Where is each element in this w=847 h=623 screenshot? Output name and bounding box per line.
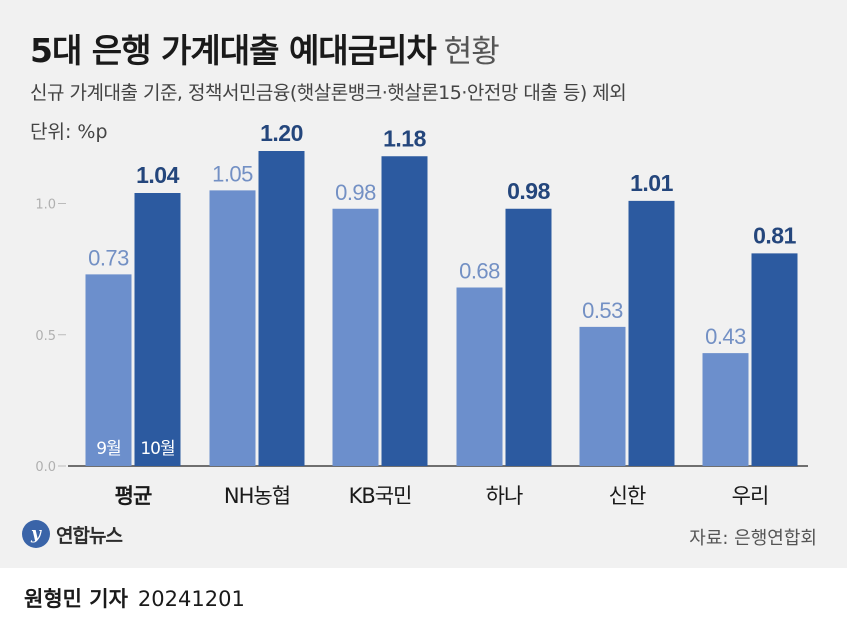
value-label-sep: 1.05 <box>212 161 253 186</box>
value-label-oct: 0.98 <box>507 178 550 204</box>
byline-date: 20241201 <box>137 587 245 611</box>
title-suffix: 현황 <box>443 34 500 70</box>
unit-label: 단위: %p <box>30 121 108 143</box>
value-label-oct: 1.01 <box>630 170 673 196</box>
bar-oct <box>134 193 181 466</box>
source-note: 자료: 은행연합회 <box>689 528 817 549</box>
category-label: 평균 <box>115 484 152 508</box>
bar-sep <box>332 208 379 466</box>
value-label-sep: 0.73 <box>88 245 129 270</box>
bar-sep <box>702 353 749 466</box>
series-label-oct: 10월 <box>140 439 174 459</box>
logo-text: 연합뉴스 <box>56 524 123 547</box>
category-label: 신한 <box>609 484 646 508</box>
byline-name: 원형민 기자 <box>24 587 128 611</box>
bar-oct <box>258 151 305 466</box>
bar-oct <box>381 156 428 466</box>
value-label-sep: 0.98 <box>335 180 376 205</box>
value-label-sep: 0.68 <box>459 259 500 284</box>
title-text: 5대 은행 가계대출 예대금리차 <box>30 31 437 70</box>
category-label: NH농협 <box>224 484 290 508</box>
value-label-sep: 0.43 <box>705 324 746 349</box>
series-label-sep: 9월 <box>96 439 120 459</box>
value-label-oct: 0.81 <box>753 222 796 248</box>
bar-sep <box>579 326 626 466</box>
infographic-card: 5대 은행 가계대출 예대금리차 현황 신규 가계대출 기준, 정책서민금융(햇살… <box>0 0 847 568</box>
value-label-oct: 1.18 <box>383 125 426 151</box>
bar-sep <box>209 190 256 466</box>
bar-sep <box>85 274 132 466</box>
bar-oct <box>505 208 552 466</box>
chart-title: 5대 은행 가계대출 예대금리차 현황 <box>30 24 500 72</box>
bar-oct <box>751 253 798 466</box>
category-label: 하나 <box>486 484 523 508</box>
y-tick-label: 1.0 <box>35 198 56 213</box>
bar-sep <box>456 287 503 466</box>
yonhap-logo: y 연합뉴스 <box>22 520 123 548</box>
value-label-sep: 0.53 <box>582 298 623 323</box>
y-tick-label: 0.0 <box>35 460 56 475</box>
byline: 원형민 기자 20241201 <box>24 583 245 613</box>
chart-subtitle: 신규 가계대출 기준, 정책서민금융(햇살론뱅크·햇살론15·안전망 대출 등)… <box>30 82 627 104</box>
y-tick-label: 0.5 <box>35 329 56 344</box>
category-label: KB국민 <box>349 484 412 508</box>
value-label-oct: 1.20 <box>260 120 303 146</box>
value-label-oct: 1.04 <box>136 162 179 188</box>
bar-oct <box>628 200 675 466</box>
category-label: 우리 <box>732 484 769 508</box>
yonhap-logo-icon: y <box>22 520 50 548</box>
